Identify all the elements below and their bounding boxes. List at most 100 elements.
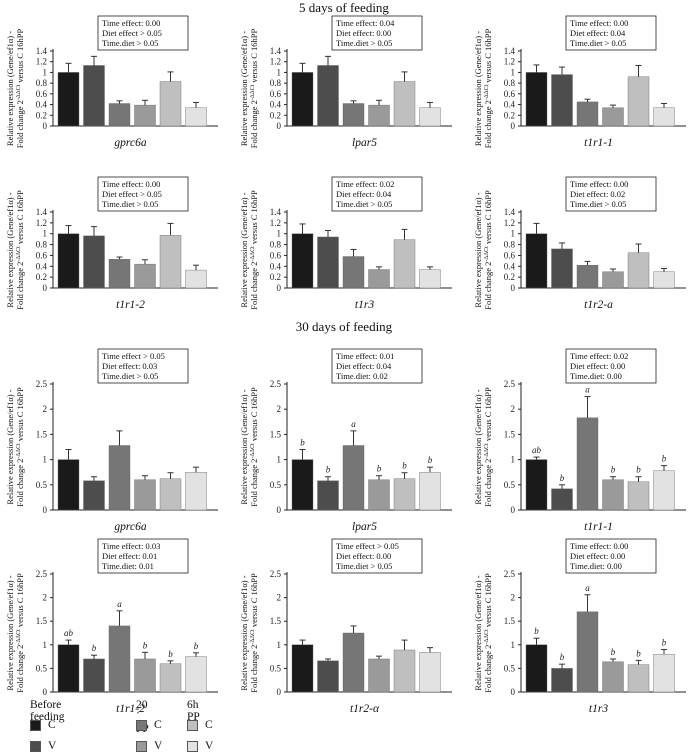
y-tick-label-t1r1-1-30d: 1.5	[504, 429, 516, 439]
y-tick-label-lpar5-5d: 0	[277, 121, 282, 131]
y-tick-label-lpar5-5d: 0.6	[270, 89, 282, 99]
bar-t1r3-5d-4	[393, 239, 416, 289]
y-tick-label-t1r1-2-30d: 2.5	[36, 569, 48, 579]
y-tick-label-t1r3-30d: 2.5	[504, 569, 516, 579]
y-label-t1r1-1-5d-line1: Relative expression (Gene/ef1α) -	[473, 31, 483, 146]
bar-lpar5-30d-0	[291, 459, 314, 511]
y-tick-label-t1r1-1-5d: 0.4	[504, 100, 516, 110]
stats-line-t1r2-a-5d-0: Time effect: 0.00	[570, 179, 628, 189]
y-tick-label-lpar5-30d: 0	[277, 505, 282, 515]
stats-line-gprc6a-30d-0: Time effect > 0.05	[102, 351, 165, 361]
y-label-gprc6a-30d-line1: Relative expression (Gene/ef1α) -	[5, 389, 15, 504]
y-tick-label-t1r1-2-5d: 0.6	[36, 250, 48, 260]
y-tick-label-t1r3-5d: 1.2	[270, 218, 281, 228]
y-label-gprc6a-5d-line2: Fold change 2-ΔΔCt versus C 16hPP	[15, 28, 25, 148]
bar-t1r3-5d-5	[419, 269, 441, 289]
bar-t1r1-2-30d-4	[159, 663, 182, 693]
stats-line-t1r1-1-30d-1: Diet effect: 0.00	[570, 361, 625, 371]
bar-t1r1-1-30d-0	[525, 459, 548, 511]
y-tick-label-gprc6a-5d: 1	[43, 67, 48, 77]
y-tick-label-t1r2-a-5d: 0.8	[504, 240, 516, 250]
y-label-t1r2--30d-line1: Relative expression (Gene/ef1α) -	[239, 575, 249, 690]
stats-line-t1r1-1-30d-2: Time.diet: 0.00	[570, 371, 622, 381]
y-tick-label-t1r3-30d: 0.5	[504, 663, 516, 673]
stats-box-gprc6a-5d	[97, 15, 189, 51]
y-tick-label-lpar5-5d: 0.4	[270, 100, 282, 110]
bar-t1r2--30d-2	[342, 632, 365, 693]
stats-line-t1r1-2-30d-2: Time.diet: 0.01	[102, 561, 154, 571]
y-tick-label-t1r3-5d: 0.8	[270, 240, 282, 250]
stats-line-t1r3-5d-1: Diet effect: 0.04	[336, 189, 392, 199]
significance-letter-lpar5-30d-3: b	[377, 464, 382, 474]
y-label-lpar5-30d-line1: Relative expression (Gene/ef1α) -	[239, 389, 249, 504]
legend-key-c: C	[48, 719, 56, 731]
stats-box-t1r1-2-5d	[97, 176, 189, 212]
y-tick-label-t1r1-1-30d: 2.5	[504, 379, 516, 389]
legend-key-c-20pp: C	[154, 719, 162, 731]
significance-letter-t1r3-30d-3: b	[611, 647, 616, 657]
bar-gprc6a-30d-2	[108, 445, 131, 511]
significance-letter-t1r1-2-30d-4: b	[168, 649, 173, 659]
bar-t1r3-5d-3	[368, 269, 390, 289]
y-tick-label-t1r3-5d: 0.2	[270, 272, 281, 282]
stats-line-t1r2-a-5d-1: Diet effect: 0.02	[570, 189, 625, 199]
bar-t1r3-30d-5	[653, 654, 675, 693]
bar-lpar5-30d-4	[393, 478, 416, 511]
significance-letter-t1r1-2-30d-3: b	[143, 640, 148, 650]
stats-line-t1r3-5d-0: Time effect: 0.02	[336, 179, 394, 189]
y-label-lpar5-30d-line2: Fold change 2-ΔΔCt versus C 16hPP	[249, 387, 259, 507]
bar-t1r3-5d-1	[317, 236, 339, 289]
y-tick-label-lpar5-30d: 0.5	[270, 480, 282, 490]
stats-line-lpar5-5d-2: Time.diet > 0.05	[336, 38, 392, 48]
bar-t1r1-2-30d-5	[185, 656, 207, 693]
y-label-t1r1-2-5d-line1: Relative expression (Gene/ef1α) -	[5, 192, 15, 307]
y-tick-label-lpar5-5d: 0.2	[270, 110, 281, 120]
significance-letter-t1r1-1-30d-4: b	[636, 465, 641, 475]
y-label-t1r2-a-5d-line1: Relative expression (Gene/ef1α) -	[473, 192, 483, 307]
stats-box-t1r2-a-5d	[565, 176, 657, 212]
legend-swatch-v-6h	[187, 741, 198, 752]
section-title-30-days: 30 days of feeding	[295, 319, 393, 334]
bar-t1r1-1-30d-5	[653, 470, 675, 511]
bar-lpar5-30d-5	[419, 472, 441, 511]
y-tick-label-gprc6a-5d: 0	[43, 121, 48, 131]
y-tick-label-t1r3-30d: 1.5	[504, 616, 516, 626]
y-tick-label-t1r1-1-5d: 0	[511, 121, 516, 131]
legend-swatch-c-20pp	[136, 720, 147, 731]
significance-letter-t1r3-30d-0: b	[534, 626, 539, 636]
y-label-lpar5-5d-line2: Fold change 2-ΔΔCt versus C 16hPP	[249, 28, 259, 148]
y-tick-label-t1r2--30d: 0.5	[270, 663, 282, 673]
y-tick-label-t1r1-2-5d: 0	[43, 283, 48, 293]
stats-line-t1r1-1-5d-2: Time.diet > 0.05	[570, 38, 626, 48]
y-tick-label-gprc6a-5d: 0.2	[36, 110, 47, 120]
y-tick-label-gprc6a-30d: 2.5	[36, 379, 48, 389]
y-tick-label-t1r1-1-30d: 1	[511, 455, 516, 465]
stats-box-lpar5-30d	[331, 348, 423, 384]
y-label-t1r1-2-30d-line2: Fold change 2-ΔΔCt versus C 16hPP	[15, 573, 25, 693]
bar-t1r2--30d-5	[419, 652, 441, 693]
y-tick-label-t1r2-a-5d: 0.4	[504, 261, 516, 271]
y-tick-label-t1r3-5d: 1.4	[270, 207, 282, 217]
bar-gprc6a-30d-0	[57, 459, 80, 511]
y-tick-label-t1r3-5d: 0.4	[270, 261, 282, 271]
y-tick-label-gprc6a-5d: 1.2	[36, 57, 47, 67]
y-tick-label-lpar5-5d: 0.8	[270, 78, 282, 88]
y-tick-label-t1r3-5d: 0	[277, 283, 282, 293]
bar-t1r1-2-5d-2	[108, 259, 131, 289]
bar-t1r1-2-5d-4	[159, 235, 182, 289]
y-label-gprc6a-30d-line2: Fold change 2-ΔΔCt versus C 16hPP	[15, 387, 25, 507]
y-tick-label-lpar5-5d: 1.2	[270, 57, 281, 67]
bar-lpar5-5d-4	[393, 81, 416, 127]
bar-t1r3-30d-2	[576, 611, 599, 693]
bar-lpar5-5d-2	[342, 103, 365, 127]
bar-t1r3-30d-0	[525, 644, 548, 693]
y-tick-label-t1r1-2-5d: 0.4	[36, 261, 48, 271]
y-tick-label-t1r2--30d: 0	[277, 687, 282, 697]
x-label-t1r1-2-5d: t1r1-2	[116, 299, 145, 311]
stats-line-lpar5-30d-1: Diet effect: 0.04	[336, 361, 392, 371]
bar-gprc6a-5d-4	[159, 81, 182, 127]
significance-letter-t1r1-2-30d-2: a	[117, 599, 122, 609]
x-label-t1r2--30d: t1r2-α	[350, 703, 380, 715]
x-label-t1r3-30d: t1r3	[589, 703, 608, 715]
y-label-t1r1-1-30d-line1: Relative expression (Gene/ef1α) -	[473, 389, 483, 504]
